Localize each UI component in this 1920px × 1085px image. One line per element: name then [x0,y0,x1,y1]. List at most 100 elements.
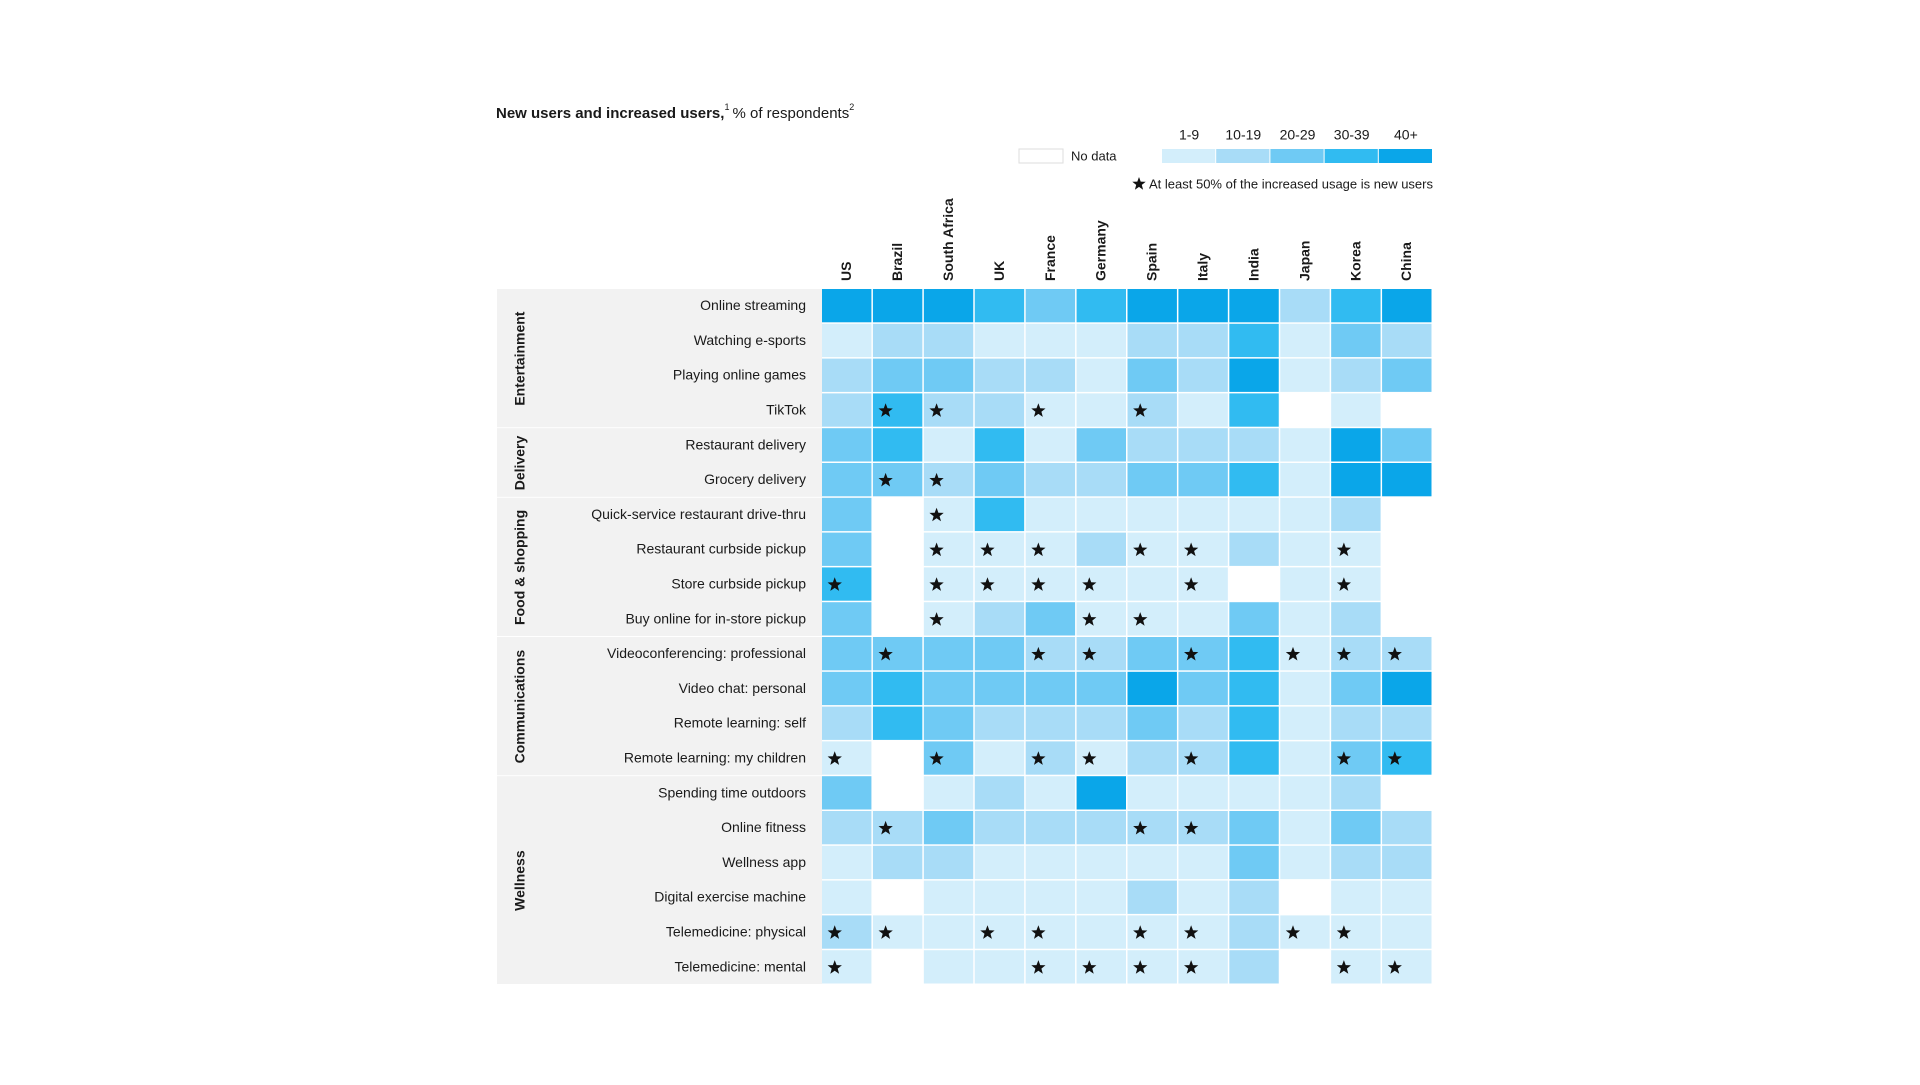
cell [923,811,974,845]
cell [974,463,1025,497]
cell [1076,567,1126,601]
cell [1331,358,1381,392]
cell [923,428,974,462]
cell [1025,532,1076,566]
cell [1382,637,1432,671]
cell [1229,811,1279,845]
cell [1178,463,1228,497]
cell [1127,463,1177,497]
cell [822,915,872,949]
cell [1229,463,1279,497]
cell [1382,532,1432,566]
cell [1127,671,1177,706]
chart-title: New users and increased users,1% of resp… [496,102,854,122]
cell [1280,497,1330,532]
column-label: China [1398,242,1414,281]
cell [1025,811,1076,845]
cell [1280,428,1330,462]
cell [974,671,1025,706]
cell [1076,915,1126,949]
column-label: US [838,262,854,281]
cell [1127,706,1177,740]
cell [1127,602,1177,636]
cell [872,463,923,497]
cell [1331,950,1381,984]
cell [1382,741,1432,775]
cell [1331,776,1381,810]
row-label: Playing online games [673,367,806,383]
cell [923,497,974,532]
row-label: Telemedicine: physical [666,924,806,940]
cell [1178,950,1228,984]
cell [1229,880,1279,914]
cell [822,532,872,566]
star [1082,612,1097,626]
star [1387,646,1402,661]
star [1082,751,1097,765]
cell [872,497,923,532]
star [1133,612,1148,626]
row-label: Restaurant delivery [685,436,806,452]
cell [1127,776,1177,810]
cell [1178,845,1228,880]
cell [1178,811,1228,845]
cell [974,950,1025,984]
cell [1127,428,1177,462]
cell [1382,567,1432,601]
cell [822,706,872,740]
cell [1280,602,1330,636]
cell [1331,880,1381,914]
cell [822,950,872,984]
cell [872,950,923,984]
legend-label: 40+ [1394,127,1418,143]
cell [1382,323,1432,358]
star [1336,960,1351,974]
cell [1076,358,1126,392]
cell [1280,811,1330,845]
legend-swatch [1324,149,1378,163]
row-label: Digital exercise machine [654,889,806,905]
subtitle-footnote: 2 [849,102,854,112]
cell [1331,845,1381,880]
cell [1382,915,1432,949]
column-label: Japan [1296,241,1312,281]
cell [923,915,974,949]
star [929,403,944,417]
star [1133,960,1148,974]
column-label: Italy [1195,253,1211,281]
cell [1076,706,1126,740]
group-label: Communications [512,650,528,764]
cell [822,567,872,601]
star [827,960,842,974]
star [1133,925,1148,939]
cell [1127,358,1177,392]
cell [974,637,1025,671]
column-label: UK [991,261,1007,281]
cell [1382,811,1432,845]
cell [1229,393,1279,427]
group-label: Entertainment [512,311,528,405]
cell [1280,323,1330,358]
star [1285,925,1301,939]
star [929,612,944,626]
cell [1076,532,1126,566]
cell [1229,671,1279,706]
star [1184,646,1199,661]
cell [1178,602,1228,636]
cell [872,567,923,601]
cell [1178,776,1228,810]
cell [1076,811,1126,845]
cell [1178,358,1228,392]
star [980,577,995,591]
cell [1280,393,1330,427]
cell [923,845,974,880]
cell [1025,915,1076,949]
cell [1076,393,1126,427]
star [1031,542,1046,557]
star [1184,577,1199,591]
cell [1382,463,1432,497]
cell [923,671,974,706]
cell [923,880,974,914]
star [1031,403,1046,417]
